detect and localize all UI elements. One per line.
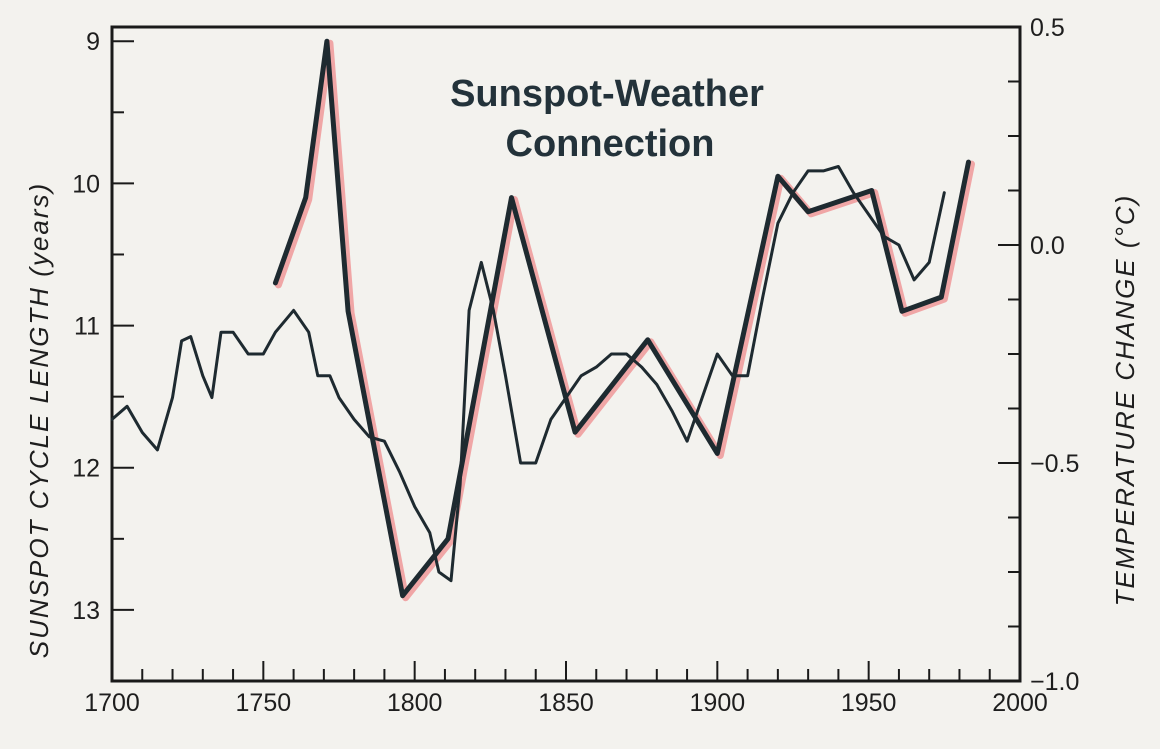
chart-title-line1: Sunspot-Weather — [450, 73, 764, 115]
x-tick-label: 1850 — [538, 689, 594, 717]
x-tick-label: 1800 — [387, 689, 443, 717]
series-layer — [110, 38, 975, 602]
x-tick-label: 1900 — [690, 689, 746, 717]
right-tick-label: −0.5 — [1030, 450, 1079, 478]
left-tick-label: 10 — [72, 170, 100, 198]
axis-ticks: 1700 1750 1800 1850 1900 1950 2000 9 10 11 12 13 0.5… — [72, 14, 1079, 717]
left-axis-title: SUNSPOT CYCLE LENGTH (years) — [24, 182, 54, 658]
x-tick-label: 2000 — [992, 689, 1048, 717]
x-tick-label: 1950 — [841, 689, 897, 717]
right-tick-label: 0.0 — [1030, 232, 1065, 260]
left-tick-label: 13 — [72, 597, 100, 625]
right-tick-label: 0.5 — [1030, 14, 1065, 42]
right-tick-label: −1.0 — [1030, 668, 1079, 696]
temperature-change-series — [110, 165, 946, 583]
right-axis-title: TEMPERATURE CHANGE (°C) — [1110, 194, 1140, 607]
left-tick-label: 9 — [86, 28, 100, 56]
sunspot-cycle-length-series — [272, 38, 971, 599]
left-tick-label: 12 — [72, 455, 100, 483]
x-tick-label: 1700 — [84, 689, 140, 717]
left-tick-label: 11 — [74, 313, 100, 341]
x-tick-label: 1750 — [236, 689, 292, 717]
chart-title-line2: Connection — [506, 123, 715, 165]
